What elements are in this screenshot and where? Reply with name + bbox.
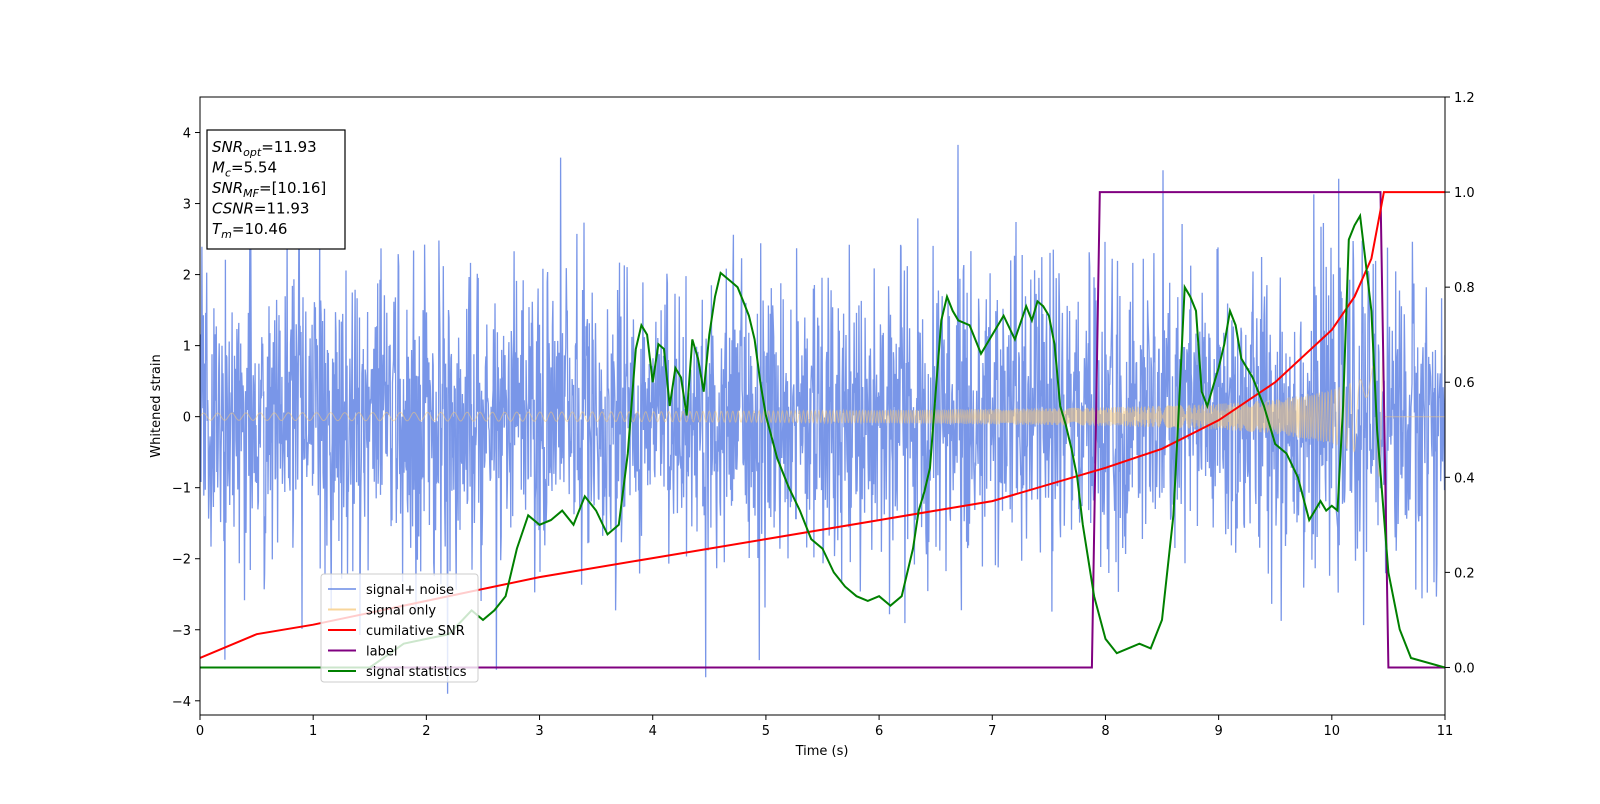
x-tick-label: 2 xyxy=(422,724,430,739)
y-tick-label: 1 xyxy=(183,340,191,355)
x-tick-label: 3 xyxy=(535,724,543,739)
info-box: SNRopt=11.93Mc=5.54SNRMF=[10.16]CSNR=11.… xyxy=(206,129,346,250)
signal-noise-series xyxy=(200,144,1445,694)
y2-tick-label: 0.2 xyxy=(1454,566,1475,581)
x-axis: 0 1 2 3 4 5 6 7 8 9 10 11 xyxy=(196,715,1453,739)
plot-frame xyxy=(199,96,1446,716)
y-tick-label: 0 xyxy=(183,411,191,426)
y-axis-left: −4 −3 −2 −1 0 1 2 3 4 xyxy=(172,127,200,710)
info-line: CSNR=11.93 xyxy=(212,200,309,218)
label-series xyxy=(200,191,1445,669)
info-line: SNRMF=[10.16] xyxy=(212,179,326,200)
y2-tick-label: 1.2 xyxy=(1454,91,1475,106)
x-axis-label: Time (s) xyxy=(795,744,849,759)
y2-tick-label: 0.8 xyxy=(1454,281,1475,296)
signal-statistics-series xyxy=(200,212,1445,669)
y-axis-right: 0.0 0.2 0.4 0.6 0.8 1.0 1.2 xyxy=(1445,91,1475,676)
x-tick-label: 7 xyxy=(988,724,996,739)
info-box-frame xyxy=(206,129,346,250)
info-line: Mc=5.54 xyxy=(212,159,277,180)
legend-label: signal only xyxy=(366,604,436,619)
signal-only-series xyxy=(200,350,1445,477)
x-tick-label: 4 xyxy=(649,724,657,739)
legend: signal+ noise signal only cumilative SNR la… xyxy=(320,573,479,683)
x-tick-label: 5 xyxy=(762,724,770,739)
x-tick-label: 11 xyxy=(1437,724,1454,739)
info-line: SNRopt=11.93 xyxy=(212,138,317,159)
info-line: Tm=10.46 xyxy=(212,220,287,241)
legend-label: signal+ noise xyxy=(366,583,454,598)
y2-tick-label: 0.6 xyxy=(1454,376,1475,391)
y-tick-label: −3 xyxy=(172,624,191,639)
x-tick-label: 6 xyxy=(875,724,883,739)
y-tick-label: 2 xyxy=(183,269,191,284)
y2-tick-label: 1.0 xyxy=(1454,186,1475,201)
y-tick-label: 4 xyxy=(183,127,191,142)
legend-label: label xyxy=(366,645,397,660)
y2-tick-label: 0.0 xyxy=(1454,661,1475,676)
x-tick-label: 0 xyxy=(196,724,204,739)
x-tick-label: 1 xyxy=(309,724,317,739)
y-tick-label: −2 xyxy=(172,553,191,568)
y-tick-label: −4 xyxy=(172,695,191,710)
legend-label: cumilative SNR xyxy=(366,624,465,639)
y-tick-label: −1 xyxy=(172,482,191,497)
x-tick-label: 8 xyxy=(1101,724,1109,739)
y-axis-label: Whitened strain xyxy=(149,354,164,457)
y2-tick-label: 0.4 xyxy=(1454,471,1475,486)
legend-label: signal statistics xyxy=(366,665,467,680)
y-tick-label: 3 xyxy=(183,198,191,213)
legend-frame xyxy=(320,573,479,683)
x-tick-label: 9 xyxy=(1214,724,1222,739)
x-tick-label: 10 xyxy=(1324,724,1341,739)
